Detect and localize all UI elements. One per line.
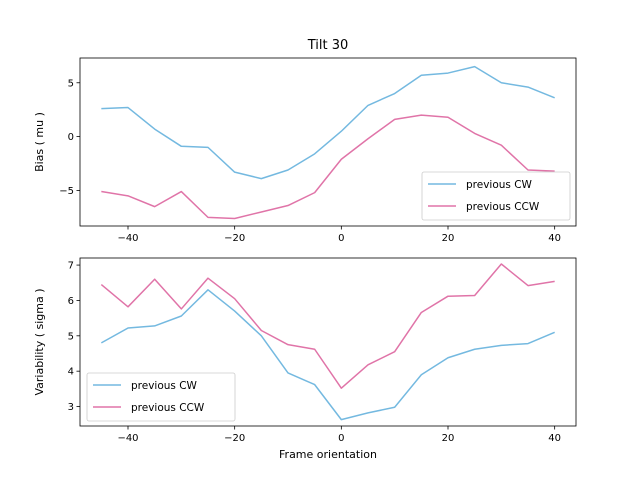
x-tick-label: 40 [548,233,561,244]
y-tick-label: 7 [68,261,74,272]
series-line-previous-cw [101,65,555,180]
x-tick-label: −20 [224,233,245,244]
y-tick-label: 4 [68,367,74,378]
x-axis-label: Frame orientation [279,448,377,461]
legend-label: previous CCW [466,201,540,213]
series-line-previous-cw [100,289,555,421]
y-axis-label: Variability ( sigma ) [33,288,46,395]
series-line-previous-ccw [101,114,555,220]
y-tick-label: 3 [68,402,74,413]
legend-label: previous CCW [131,402,205,414]
legend-box [86,372,236,422]
legend-box [421,171,571,221]
x-tick-label: −40 [117,233,138,244]
x-tick-label: 40 [548,433,561,444]
y-tick-label: 0 [68,132,74,143]
x-tick-label: 0 [338,433,344,444]
x-tick-label: 20 [442,233,455,244]
y-tick-label: −5 [59,186,74,197]
chart-title: Tilt 30 [307,38,349,53]
x-tick-label: 20 [442,433,455,444]
legend-label: previous CW [466,179,533,191]
x-tick-label: −20 [224,433,245,444]
axes-frame [79,57,577,227]
y-axis-label: Bias ( mu ) [33,112,46,172]
series-line-previous-ccw [100,263,555,389]
y-tick-label: 5 [68,331,74,342]
variability-panel: −40 −20 0 20 40 3 4 5 6 7 Variability ( sigma ) Fra… [33,257,577,461]
axes-frame [79,257,577,427]
y-tick-label: 5 [68,78,74,89]
bias-panel: −40 −20 0 20 40 −5 0 5 Bias ( mu ) previous CW pre… [33,57,577,244]
y-tick-label: 6 [68,296,74,307]
legend-label: previous CW [131,380,198,392]
x-tick-label: 0 [338,233,344,244]
x-tick-label: −40 [117,433,138,444]
